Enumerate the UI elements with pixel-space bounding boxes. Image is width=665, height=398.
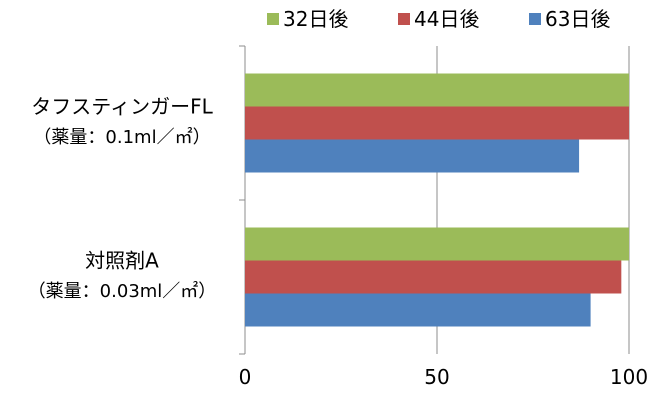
- legend-label-1: 44日後: [414, 7, 479, 31]
- x-tick-label-1: 50: [424, 365, 449, 389]
- bar-32日後-1: [245, 227, 629, 261]
- category-label-1-1: （薬量：0.03ml／㎡）: [28, 280, 217, 302]
- category-label-0-0: タフスティンガーFL: [31, 95, 213, 119]
- bar-44日後-1: [245, 260, 622, 294]
- x-tick-label-2: 100: [610, 365, 648, 389]
- legend-label-2: 63日後: [545, 7, 610, 31]
- legend-swatch-0: [267, 13, 279, 25]
- x-tick-label-0: 0: [239, 365, 252, 389]
- bar-63日後-1: [245, 293, 591, 327]
- category-label-0-1: （薬量：0.1ml／㎡）: [33, 126, 210, 148]
- legend-swatch-1: [398, 13, 410, 25]
- category-label-1-0: 対照剤A: [85, 249, 159, 273]
- legend-label-0: 32日後: [283, 7, 348, 31]
- bar-32日後-0: [245, 73, 629, 107]
- legend-swatch-2: [529, 13, 541, 25]
- bar-44日後-0: [245, 106, 629, 140]
- bar-63日後-0: [245, 139, 580, 173]
